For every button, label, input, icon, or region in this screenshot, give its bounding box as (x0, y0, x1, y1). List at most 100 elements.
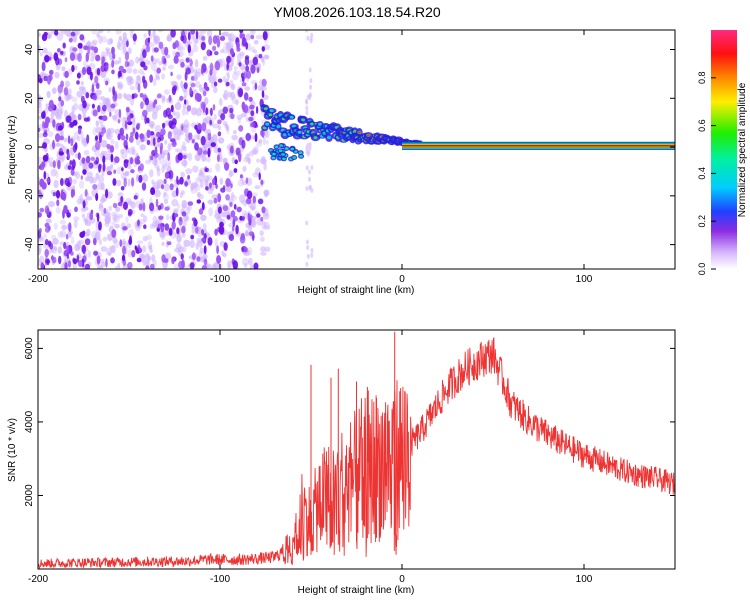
noise-speckle (107, 233, 113, 241)
noise-blob (201, 237, 206, 243)
noise-blob (180, 253, 184, 260)
noise-speckle (149, 169, 154, 178)
noise-speckle (61, 66, 66, 72)
noise-blob (156, 131, 161, 138)
noise-speckle (222, 45, 230, 54)
noise-blob (233, 203, 237, 210)
noise-speckle (183, 239, 191, 247)
signal-core (271, 156, 276, 160)
noise-speckle (127, 147, 135, 155)
noise-blob (106, 170, 113, 176)
noise-blob (67, 152, 70, 159)
noise-speckle (87, 40, 91, 46)
noise-speckle (108, 205, 113, 212)
noise-speckle (231, 134, 239, 141)
noise-blob (213, 197, 218, 204)
noise-blob (222, 205, 229, 212)
noise-blob (54, 30, 59, 36)
noise-blob (168, 227, 173, 236)
noise-speckle (71, 114, 77, 120)
noise-blob (175, 51, 181, 58)
interference-speckle (305, 99, 309, 105)
noise-blob (74, 142, 78, 151)
noise-blob (250, 122, 256, 128)
noise-blob (171, 256, 175, 265)
noise-blob (245, 132, 251, 142)
noise-speckle (49, 156, 54, 162)
interference-speckle (310, 252, 314, 258)
noise-blob (131, 250, 136, 258)
noise-blob (243, 71, 248, 79)
noise-speckle (144, 253, 151, 263)
noise-speckle (198, 194, 204, 200)
noise-speckle (52, 237, 59, 245)
noise-blob (170, 71, 173, 77)
noise-speckle (127, 249, 133, 258)
noise-blob (64, 70, 69, 79)
noise-blob (212, 178, 216, 186)
noise-speckle (261, 56, 265, 63)
noise-speckle (147, 240, 152, 250)
noise-speckle (139, 144, 146, 151)
noise-blob (97, 105, 101, 113)
noise-blob (164, 171, 170, 179)
noise-blob (112, 202, 118, 209)
noise-speckle (213, 113, 217, 120)
noise-blob (152, 137, 156, 147)
noise-blob (258, 172, 261, 181)
noise-speckle (199, 84, 203, 92)
noise-blob (216, 38, 221, 48)
noise-blob (193, 219, 198, 227)
noise-blob (124, 120, 128, 130)
noise-speckle (125, 93, 132, 101)
noise-speckle (227, 260, 232, 269)
noise-speckle (190, 107, 198, 116)
noise-blob (44, 227, 50, 233)
noise-speckle (50, 111, 55, 119)
noise-blob (215, 35, 220, 40)
noise-speckle (236, 70, 241, 76)
noise-blob (230, 210, 236, 218)
noise-speckle (100, 70, 107, 78)
noise-speckle (150, 123, 154, 129)
noise-blob (169, 183, 174, 191)
noise-blob (41, 33, 48, 42)
signal-core (313, 136, 318, 140)
noise-blob (209, 182, 212, 189)
signal-core (276, 125, 281, 128)
noise-speckle (172, 126, 179, 135)
noise-blob (201, 229, 205, 236)
interference-speckle (305, 220, 309, 226)
noise-blob (69, 52, 76, 61)
noise-speckle (66, 185, 73, 191)
noise-speckle (161, 73, 166, 80)
noise-blob (262, 31, 268, 41)
noise-speckle (258, 139, 263, 144)
noise-blob (127, 261, 133, 269)
noise-blob (235, 224, 239, 235)
noise-speckle (115, 206, 121, 212)
noise-speckle (38, 133, 44, 139)
noise-blob (170, 30, 176, 38)
signal-core (299, 155, 303, 158)
noise-blob (103, 207, 107, 214)
noise-blob (93, 237, 97, 246)
noise-speckle (115, 30, 122, 35)
noise-blob (48, 99, 54, 109)
noise-speckle (150, 133, 158, 142)
noise-speckle (38, 115, 42, 120)
noise-speckle (179, 192, 183, 199)
noise-speckle (94, 231, 101, 241)
noise-speckle (174, 148, 179, 153)
noise-speckle (70, 236, 75, 245)
noise-blob (233, 168, 238, 173)
noise-speckle (241, 64, 247, 73)
noise-speckle (172, 50, 176, 57)
noise-speckle (194, 184, 201, 192)
noise-blob (129, 135, 134, 143)
noise-blob (190, 75, 195, 81)
noise-speckle (185, 110, 189, 116)
noise-blob (214, 51, 219, 56)
snr-y-tick-label: 4000 (24, 410, 35, 433)
noise-blob (122, 245, 126, 255)
